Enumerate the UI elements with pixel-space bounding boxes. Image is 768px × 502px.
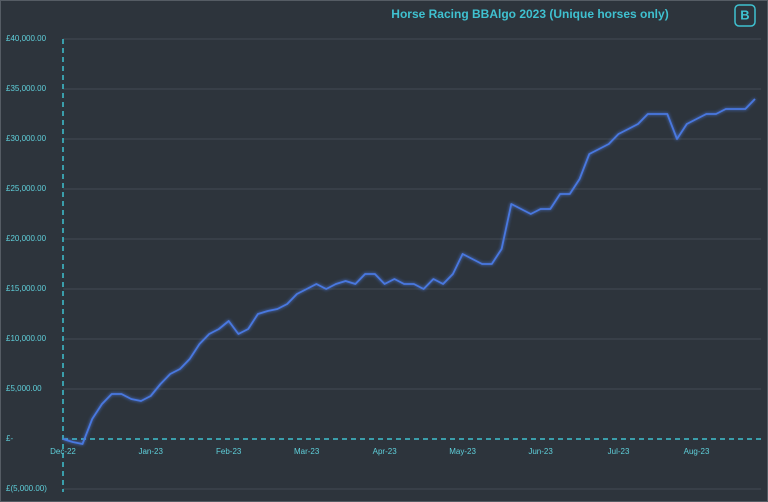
y-tick-label: £25,000.00 xyxy=(6,184,47,193)
y-tick-label: £10,000.00 xyxy=(6,334,47,343)
svg-text:B: B xyxy=(740,7,749,22)
y-tick-label: £30,000.00 xyxy=(6,134,47,143)
x-tick-label: Mar-23 xyxy=(294,447,320,456)
x-tick-label: Jan-23 xyxy=(138,447,163,456)
y-tick-label: £40,000.00 xyxy=(6,34,47,43)
y-tick-label: £- xyxy=(6,434,13,443)
logo: B xyxy=(734,4,756,27)
x-tick-label: Feb-23 xyxy=(216,447,242,456)
x-tick-label: Dec-22 xyxy=(50,447,76,456)
y-tick-label: £35,000.00 xyxy=(6,84,47,93)
data-line xyxy=(62,98,756,445)
y-tick-label: £5,000.00 xyxy=(6,384,42,393)
x-tick-label: Aug-23 xyxy=(684,447,710,456)
x-tick-label: Apr-23 xyxy=(373,447,398,456)
y-tick-label: £(5,000.00) xyxy=(6,484,47,493)
x-tick-label: Jul-23 xyxy=(608,447,630,456)
y-tick-label: £15,000.00 xyxy=(6,284,47,293)
chart-title: Horse Racing BBAlgo 2023 (Unique horses … xyxy=(391,7,668,21)
y-tick-label: £20,000.00 xyxy=(6,234,47,243)
x-tick-label: Jun-23 xyxy=(528,447,553,456)
x-tick-label: May-23 xyxy=(449,447,476,456)
